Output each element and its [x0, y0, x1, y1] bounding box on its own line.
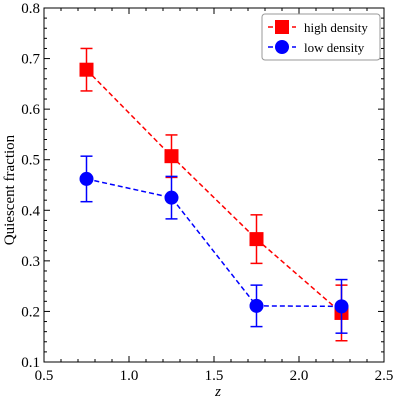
legend-label: low density	[304, 40, 365, 55]
legend-entry: high density	[268, 20, 368, 35]
data-point	[249, 232, 264, 247]
y-tick-label: 0.8	[21, 1, 40, 17]
y-tick-label: 0.7	[21, 52, 40, 68]
data-point	[79, 171, 94, 186]
series-layer	[79, 47, 349, 342]
plot-border	[43, 7, 385, 363]
x-tick-label: 2.0	[290, 368, 309, 384]
y-tick-label: 0.3	[21, 254, 40, 270]
legend: high density low density	[261, 13, 381, 61]
series-low-density	[79, 155, 349, 334]
legend-box	[261, 13, 381, 61]
y-axis: 0.1 0.2 0.3 0.4 0.5 0.6 0.7 0.8	[21, 1, 384, 371]
y-tick-label: 0.4	[21, 203, 40, 219]
legend-marker	[275, 40, 289, 54]
legend-entry: low density	[268, 40, 365, 55]
series-line	[85, 69, 342, 314]
series-high-density	[79, 47, 349, 342]
x-axis: 0.5 1.0 1.5 2.0 2.5	[35, 8, 394, 384]
x-tick-label: 1.5	[205, 368, 224, 384]
x-tick-label: 0.5	[35, 368, 54, 384]
plot-frame	[43, 7, 385, 363]
series-line	[86, 178, 342, 308]
y-tick-label: 0.5	[21, 153, 40, 169]
legend-marker	[275, 20, 289, 34]
x-axis-label: z	[214, 384, 221, 400]
data-point	[79, 62, 94, 77]
x-tick-label: 2.5	[375, 368, 394, 384]
y-tick-label: 0.6	[21, 102, 40, 118]
legend-label: high density	[304, 20, 368, 35]
y-axis-label: Quiescent fraction	[2, 134, 18, 245]
y-tick-label: 0.2	[21, 304, 40, 320]
x-tick-label: 1.0	[120, 368, 139, 384]
y-tick-label: 0.1	[21, 355, 40, 371]
data-point	[334, 299, 349, 314]
data-point	[164, 190, 179, 205]
data-point	[164, 149, 179, 164]
data-point	[249, 298, 264, 313]
